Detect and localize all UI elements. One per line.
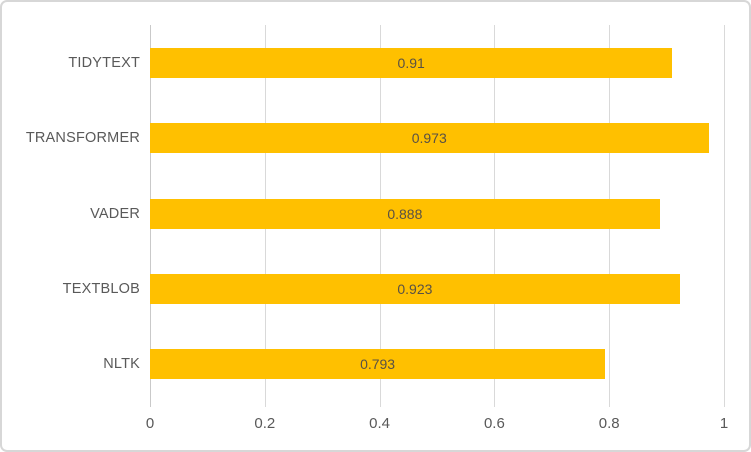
- bar-row: 0.91: [150, 25, 724, 100]
- category-label-row: TIDYTEXT: [2, 25, 140, 100]
- category-label: TRANSFORMER: [25, 130, 140, 147]
- plot-area: 0.91 0.973 0.888 0.923 0.793: [150, 25, 724, 402]
- x-tick-label: 0.8: [598, 415, 620, 432]
- category-label-row: NLTK: [2, 327, 140, 402]
- bar: 0.973: [150, 123, 709, 154]
- bar: 0.91: [150, 47, 673, 78]
- bar: 0.923: [150, 273, 680, 304]
- category-label: TIDYTEXT: [68, 54, 140, 71]
- bar-value-label: 0.973: [411, 130, 447, 147]
- category-label-row: TRANSFORMER: [2, 100, 140, 175]
- bar-row: 0.793: [150, 327, 724, 402]
- bar-row: 0.973: [150, 100, 724, 175]
- bar-row: 0.923: [150, 251, 724, 326]
- category-label-row: VADER: [2, 176, 140, 251]
- category-label-row: TEXTBLOB: [2, 251, 140, 326]
- bar: 0.888: [150, 198, 660, 229]
- bar: 0.793: [150, 349, 606, 380]
- bar-value-label: 0.923: [397, 280, 433, 297]
- category-label: TEXTBLOB: [62, 280, 140, 297]
- x-tick-label: 0.2: [254, 415, 276, 432]
- bar-value-label: 0.91: [397, 54, 425, 71]
- bar-row: 0.888: [150, 176, 724, 251]
- x-tick-label: 0.4: [369, 415, 391, 432]
- x-tick-label: 0: [145, 415, 155, 432]
- category-axis: TIDYTEXT TRANSFORMER VADER TEXTBLOB NLTK: [2, 25, 140, 402]
- x-tick-label: 0.6: [483, 415, 505, 432]
- x-tick-label: 1: [719, 415, 729, 432]
- bar-value-label: 0.888: [387, 205, 423, 222]
- gridline: [724, 25, 725, 407]
- category-label: VADER: [90, 205, 140, 222]
- bar-value-label: 0.793: [360, 356, 396, 373]
- category-label: NLTK: [103, 356, 140, 373]
